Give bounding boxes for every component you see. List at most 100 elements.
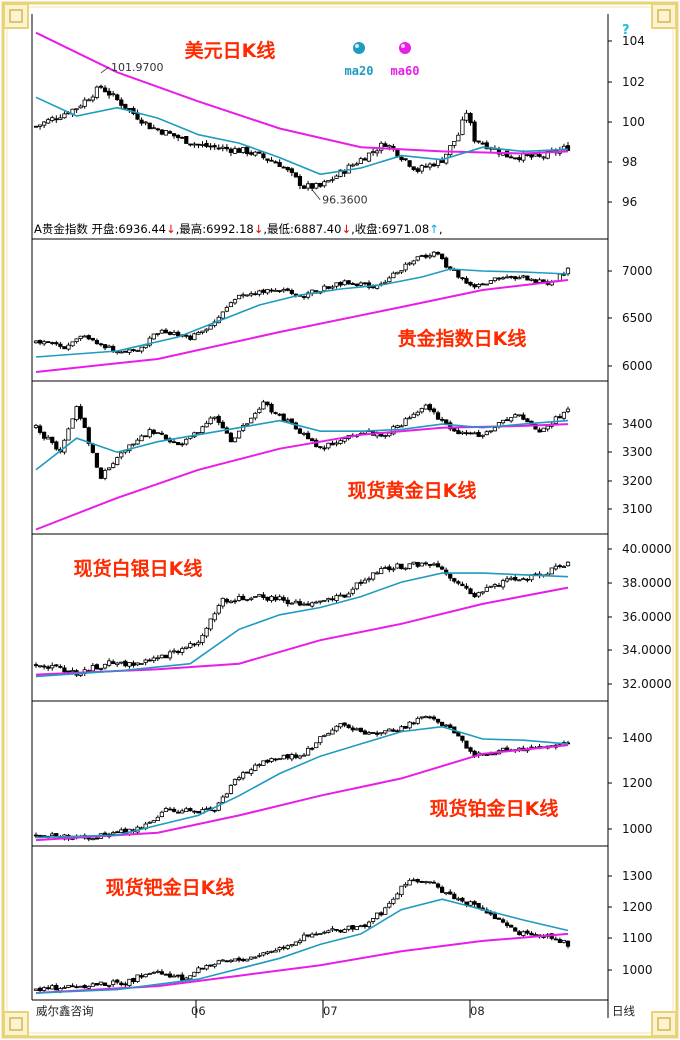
candle-up (488, 430, 493, 433)
candle-up (411, 561, 416, 565)
candle-up (127, 662, 132, 667)
candle-up (135, 662, 140, 666)
candle-up (484, 283, 489, 286)
candle-up (50, 117, 55, 121)
candle-up (549, 567, 554, 575)
candle-up (553, 416, 558, 424)
panel-4: 1400 1200 1000 现货铂金日K线 (32, 700, 653, 842)
candle-down (456, 581, 461, 584)
candle-down (431, 881, 437, 884)
candle-down (468, 432, 473, 435)
candle-down (537, 154, 542, 157)
candle-down (318, 446, 323, 448)
candle-up (403, 263, 408, 271)
candle-up (561, 939, 567, 943)
candle-up (366, 578, 372, 581)
candle-down (224, 598, 229, 603)
candle-up (285, 945, 290, 949)
candle-up (143, 973, 148, 978)
candle-up (98, 981, 104, 985)
candle-down (415, 562, 420, 567)
candle-up (159, 811, 164, 817)
candle-up (509, 417, 514, 422)
candle-down (448, 724, 453, 728)
candle-up (155, 333, 160, 335)
candle-down (472, 121, 477, 142)
candle-down (285, 754, 290, 759)
panel-title: 现货钯金日K线 (106, 876, 235, 899)
candle-down (452, 428, 457, 432)
candle-up (338, 594, 343, 597)
candle-up (143, 121, 148, 124)
candle-up (139, 346, 144, 352)
candle-up (399, 425, 404, 428)
candle-up (62, 113, 67, 119)
candle-up (517, 414, 522, 417)
candle-down (484, 142, 489, 150)
candle-down (435, 412, 441, 420)
candle-down (281, 166, 286, 169)
candle-down (375, 732, 380, 735)
candle-up (232, 148, 238, 154)
candle-down (139, 975, 144, 978)
candle-up (151, 820, 156, 823)
candle-up (131, 443, 136, 446)
candle-down (440, 721, 445, 726)
candle-up (249, 293, 254, 296)
candle-up (228, 302, 234, 308)
candle-up (289, 754, 294, 760)
candle-down (257, 151, 262, 154)
candle-up (354, 728, 359, 731)
help-icon: ? (622, 23, 630, 38)
period-label: 日线 (612, 1004, 635, 1018)
candle-up (184, 977, 189, 981)
y-tick-label: 3100 (622, 502, 653, 516)
y-tick-label: 3300 (622, 445, 653, 459)
candle-down (407, 160, 412, 167)
candle-down (565, 940, 571, 947)
candle-down (423, 562, 428, 565)
candle-up (387, 145, 392, 148)
candle-up (322, 181, 327, 187)
candle-down (399, 563, 404, 570)
candle-up (261, 760, 266, 766)
legend-label-ma60: ma60 (391, 64, 420, 78)
candle-up (541, 156, 546, 159)
candle-up (517, 579, 522, 582)
candle-up (285, 419, 290, 422)
candle-down (513, 927, 518, 932)
corner-ornament-1 (651, 3, 677, 29)
candle-up (492, 277, 498, 282)
candle-up (354, 163, 359, 166)
candle-up (196, 431, 201, 435)
candle-up (358, 158, 363, 164)
candle-down (330, 598, 335, 601)
candle-up (541, 427, 546, 432)
candle-down (322, 447, 327, 450)
candle-down (419, 880, 424, 883)
candle-up (42, 341, 47, 345)
candle-down (224, 146, 229, 150)
candle-up (70, 670, 75, 673)
y-tick-label: 32.0000 (622, 677, 672, 691)
candle-down (102, 87, 108, 93)
candle-down (37, 987, 43, 992)
candle-up (253, 412, 258, 419)
candle-up (517, 277, 522, 280)
candle-up (322, 285, 327, 292)
candle-up (387, 432, 392, 437)
candle-down (147, 122, 152, 130)
candle-up (314, 601, 319, 604)
candle-up (391, 272, 396, 279)
candle-down (362, 730, 368, 735)
candle-down (66, 670, 71, 673)
candle-down (37, 340, 43, 344)
open-value: 6936.44 (118, 222, 166, 236)
ma20-line (35, 268, 569, 358)
candle-down (427, 404, 433, 411)
candle-down (504, 419, 510, 422)
candle-up (456, 898, 461, 901)
candle-down (261, 153, 266, 159)
candle-up (204, 627, 209, 637)
